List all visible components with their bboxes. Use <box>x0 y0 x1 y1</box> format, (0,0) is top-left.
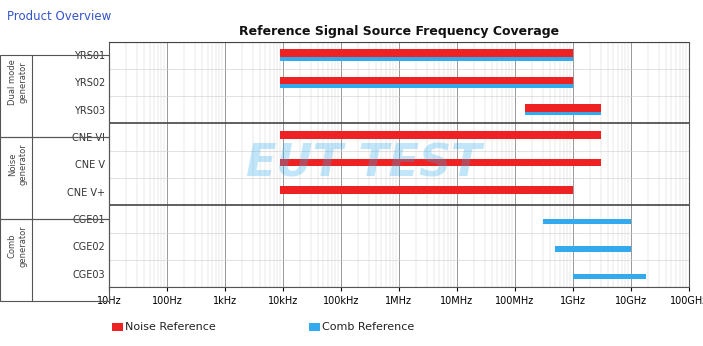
Text: Comb
generator: Comb generator <box>8 225 27 267</box>
Bar <box>525 110 600 115</box>
Bar <box>280 186 573 193</box>
Bar <box>555 246 631 252</box>
Bar <box>280 158 600 166</box>
Bar <box>543 219 631 225</box>
Text: Noise Reference: Noise Reference <box>125 322 216 332</box>
Title: Reference Signal Source Frequency Coverage: Reference Signal Source Frequency Covera… <box>239 25 559 38</box>
Bar <box>525 104 600 112</box>
Bar <box>280 55 573 61</box>
Bar <box>573 274 646 279</box>
Text: Product Overview: Product Overview <box>7 10 111 24</box>
Text: EUT TEST: EUT TEST <box>247 143 482 186</box>
Text: Noise
generator: Noise generator <box>8 144 27 185</box>
Bar <box>280 82 573 88</box>
Text: Dual mode
generator: Dual mode generator <box>8 60 27 106</box>
Bar <box>280 77 573 84</box>
Text: Comb Reference: Comb Reference <box>322 322 414 332</box>
Bar <box>280 49 573 57</box>
Bar <box>280 131 600 139</box>
